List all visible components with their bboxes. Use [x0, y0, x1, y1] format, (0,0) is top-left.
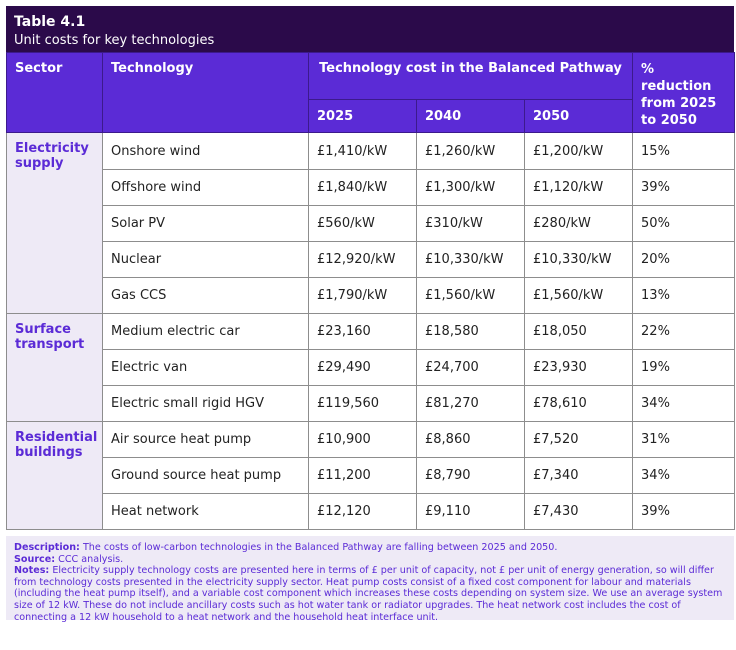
- notes-label: Notes:: [14, 565, 50, 577]
- technology-cell: Medium electric car: [102, 313, 309, 350]
- technology-cell: Nuclear: [102, 241, 309, 278]
- table-figure: Table 4.1 Unit costs for key technologie…: [6, 6, 736, 623]
- table-row: Ground source heat pump £11,200 £8,790 £…: [7, 457, 736, 494]
- cost-2050-cell: £7,430: [523, 493, 634, 530]
- cost-2040-cell: £18,580: [416, 313, 525, 350]
- table-row: Solar PV £560/kW £310/kW £280/kW 50%: [7, 205, 736, 242]
- notes-note: Notes: Electricity supply technology cos…: [14, 565, 726, 623]
- reduction-cell: 19%: [632, 349, 736, 386]
- reduction-cell: 13%: [632, 277, 736, 314]
- cost-2050-cell: £1,120/kW: [523, 169, 634, 206]
- technology-cell: Onshore wind: [102, 132, 309, 170]
- cost-2025-cell: £29,490: [308, 349, 417, 386]
- header-reduction: % reduction from 2025 to 2050: [632, 52, 736, 133]
- header-technology: Technology: [102, 52, 309, 133]
- reduction-cell: 39%: [632, 169, 736, 206]
- cost-2040-cell: £9,110: [416, 493, 525, 530]
- header-cost-group: Technology cost in the Balanced Pathway: [307, 52, 634, 100]
- table-number: Table 4.1: [14, 14, 86, 30]
- technology-cell: Electric small rigid HGV: [102, 385, 309, 422]
- source-label: Source:: [14, 553, 56, 565]
- technology-cell: Ground source heat pump: [102, 457, 309, 494]
- cost-2040-cell: £1,260/kW: [416, 132, 525, 170]
- cost-2050-cell: £78,610: [523, 385, 634, 422]
- sector-surface-transport: Surface transport: [6, 313, 103, 422]
- description-text: The costs of low-carbon technologies in …: [79, 542, 558, 553]
- cost-2040-cell: £1,560/kW: [416, 277, 525, 314]
- cost-2040-cell: £24,700: [416, 349, 525, 386]
- table-row: Residential buildings Air source heat pu…: [6, 421, 736, 530]
- cost-2025-cell: £119,560: [308, 385, 417, 422]
- reduction-cell: 34%: [632, 385, 736, 422]
- sector-electricity-supply: Electricity supply: [6, 132, 103, 314]
- cost-2050-cell: £1,560/kW: [523, 277, 634, 314]
- cost-2040-cell: £8,790: [416, 457, 525, 494]
- technology-cell: Electric van: [102, 349, 309, 386]
- header-year-2025: 2025: [308, 99, 417, 133]
- technology-cell: Solar PV: [102, 205, 309, 242]
- reduction-cell: 50%: [632, 205, 736, 242]
- table-row: Gas CCS £1,790/kW £1,560/kW £1,560/kW 13…: [7, 277, 736, 314]
- table-row: Nuclear £12,920/kW £10,330/kW £10,330/kW…: [7, 241, 736, 278]
- cost-2050-cell: £1,200/kW: [523, 132, 634, 170]
- cost-2040-cell: £81,270: [416, 385, 525, 422]
- source-note: Source: CCC analysis.: [14, 554, 726, 566]
- table-row: Electric small rigid HGV £119,560 £81,27…: [7, 385, 736, 422]
- table-row: Surface transport Medium electric car £2…: [6, 313, 736, 422]
- source-text: CCC analysis.: [55, 553, 124, 565]
- cost-2025-cell: £1,840/kW: [308, 169, 417, 206]
- reduction-cell: 15%: [632, 132, 736, 170]
- technology-cell: Gas CCS: [102, 277, 309, 314]
- table-row: Offshore wind £1,840/kW £1,300/kW £1,120…: [7, 169, 736, 206]
- header-sector: Sector: [6, 52, 103, 133]
- description-label: Description:: [14, 542, 80, 553]
- cost-2050-cell: £18,050: [523, 313, 634, 350]
- technology-cell: Heat network: [102, 493, 309, 530]
- cost-2050-cell: £7,340: [523, 457, 634, 494]
- header-year-2050: 2050: [523, 99, 634, 133]
- cost-2025-cell: £11,200: [308, 457, 417, 494]
- cost-2050-cell: £10,330/kW: [523, 241, 634, 278]
- header-year-2040: 2040: [416, 99, 525, 133]
- table-row: Electric van £29,490 £24,700 £23,930 19%: [7, 349, 736, 386]
- reduction-cell: 31%: [632, 421, 736, 458]
- technology-cell: Air source heat pump: [102, 421, 309, 458]
- reduction-cell: 34%: [632, 457, 736, 494]
- cost-2040-cell: £310/kW: [416, 205, 525, 242]
- unit-costs-table: Sector Technology Technology cost in the…: [6, 52, 736, 530]
- cost-2025-cell: £12,920/kW: [308, 241, 417, 278]
- table-title-bar: Table 4.1 Unit costs for key technologie…: [6, 6, 734, 52]
- cost-2025-cell: £1,410/kW: [308, 132, 417, 170]
- table-row: Heat network £12,120 £9,110 £7,430 39%: [7, 493, 736, 530]
- reduction-cell: 39%: [632, 493, 736, 530]
- cost-2050-cell: £7,520: [523, 421, 634, 458]
- technology-cell: Offshore wind: [102, 169, 309, 206]
- table-row: Electricity supply Onshore wind £1,410/k…: [6, 132, 736, 314]
- table-notes: Description: The costs of low-carbon tec…: [6, 536, 734, 623]
- cost-2040-cell: £8,860: [416, 421, 525, 458]
- cost-2025-cell: £23,160: [308, 313, 417, 350]
- notes-text: Electricity supply technology costs are …: [14, 565, 723, 623]
- reduction-cell: 22%: [632, 313, 736, 350]
- cost-2040-cell: £10,330/kW: [416, 241, 525, 278]
- cost-2025-cell: £10,900: [308, 421, 417, 458]
- cost-2050-cell: £23,930: [523, 349, 634, 386]
- cost-2050-cell: £280/kW: [523, 205, 634, 242]
- cost-2040-cell: £1,300/kW: [416, 169, 525, 206]
- description-note: Description: The costs of low-carbon tec…: [14, 542, 726, 554]
- cost-2025-cell: £1,790/kW: [308, 277, 417, 314]
- cost-2025-cell: £12,120: [308, 493, 417, 530]
- sector-residential-buildings: Residential buildings: [6, 421, 103, 530]
- cost-2025-cell: £560/kW: [308, 205, 417, 242]
- reduction-cell: 20%: [632, 241, 736, 278]
- table-subtitle: Unit costs for key technologies: [14, 33, 215, 48]
